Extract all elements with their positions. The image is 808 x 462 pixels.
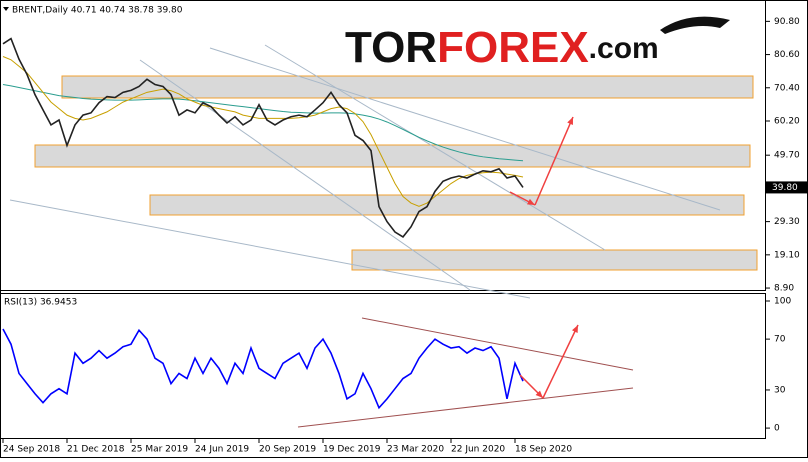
series-line bbox=[2, 37, 524, 238]
rsi-panel bbox=[0, 293, 766, 439]
logo: TORFOREX.com bbox=[345, 23, 659, 72]
arrow-head bbox=[572, 325, 578, 333]
x-tick-label: 21 Dec 2018 bbox=[67, 445, 125, 455]
x-tick-label: 23 Mar 2020 bbox=[387, 445, 444, 455]
rsi-title: RSI(13) 36.9453 bbox=[4, 298, 77, 308]
collapse-icon[interactable] bbox=[3, 7, 9, 11]
trend-line bbox=[9, 199, 531, 299]
y-tick-label: 70.40 bbox=[774, 83, 800, 93]
arrow-head bbox=[567, 117, 573, 125]
y-tick-label: 70 bbox=[774, 335, 786, 345]
y-tick-label: 30 bbox=[774, 385, 786, 395]
x-tick-label: 25 Mar 2019 bbox=[131, 445, 188, 455]
x-tick-label: 24 Jun 2019 bbox=[195, 445, 249, 455]
y-tick-label: 60.20 bbox=[774, 116, 800, 126]
x-tick-label: 19 Dec 2019 bbox=[323, 445, 381, 455]
arrow bbox=[534, 116, 574, 206]
logo-icon bbox=[660, 16, 730, 34]
y-tick-label: 19.10 bbox=[774, 250, 800, 260]
x-tick-label: 22 Jun 2020 bbox=[451, 445, 505, 455]
price-label: 39.80 bbox=[772, 183, 798, 193]
x-tick-label: 24 Sep 2018 bbox=[3, 445, 60, 455]
arrow-head bbox=[527, 198, 535, 205]
y-tick-label: 100 bbox=[774, 296, 791, 306]
trend-line bbox=[361, 317, 634, 371]
zone bbox=[61, 75, 754, 99]
y-tick-label: 80.60 bbox=[774, 50, 800, 60]
trend-line bbox=[139, 59, 471, 291]
arrow-head bbox=[535, 390, 543, 398]
y-tick-label: 0 bbox=[774, 424, 780, 434]
series-line bbox=[2, 84, 524, 162]
trend-line bbox=[297, 387, 634, 428]
price-panel bbox=[0, 0, 766, 291]
price-label-box bbox=[766, 181, 807, 194]
series-line bbox=[2, 328, 524, 410]
zone bbox=[34, 144, 751, 168]
chart-title: BRENT,Daily 40.71 40.74 38.78 39.80 bbox=[12, 6, 183, 16]
y-tick-label: 90.80 bbox=[774, 17, 800, 27]
x-tick-label: 20 Sep 2019 bbox=[259, 445, 316, 455]
zone bbox=[351, 249, 758, 271]
series-line bbox=[2, 56, 524, 207]
trend-line bbox=[264, 44, 606, 251]
zone bbox=[149, 194, 745, 216]
x-tick-label: 18 Sep 2020 bbox=[515, 445, 572, 455]
y-tick-label: 49.70 bbox=[774, 151, 800, 161]
arrow bbox=[542, 324, 579, 399]
y-tick-label: 8.90 bbox=[774, 284, 794, 294]
trend-line bbox=[209, 47, 721, 211]
y-tick-label: 29.30 bbox=[774, 217, 800, 227]
